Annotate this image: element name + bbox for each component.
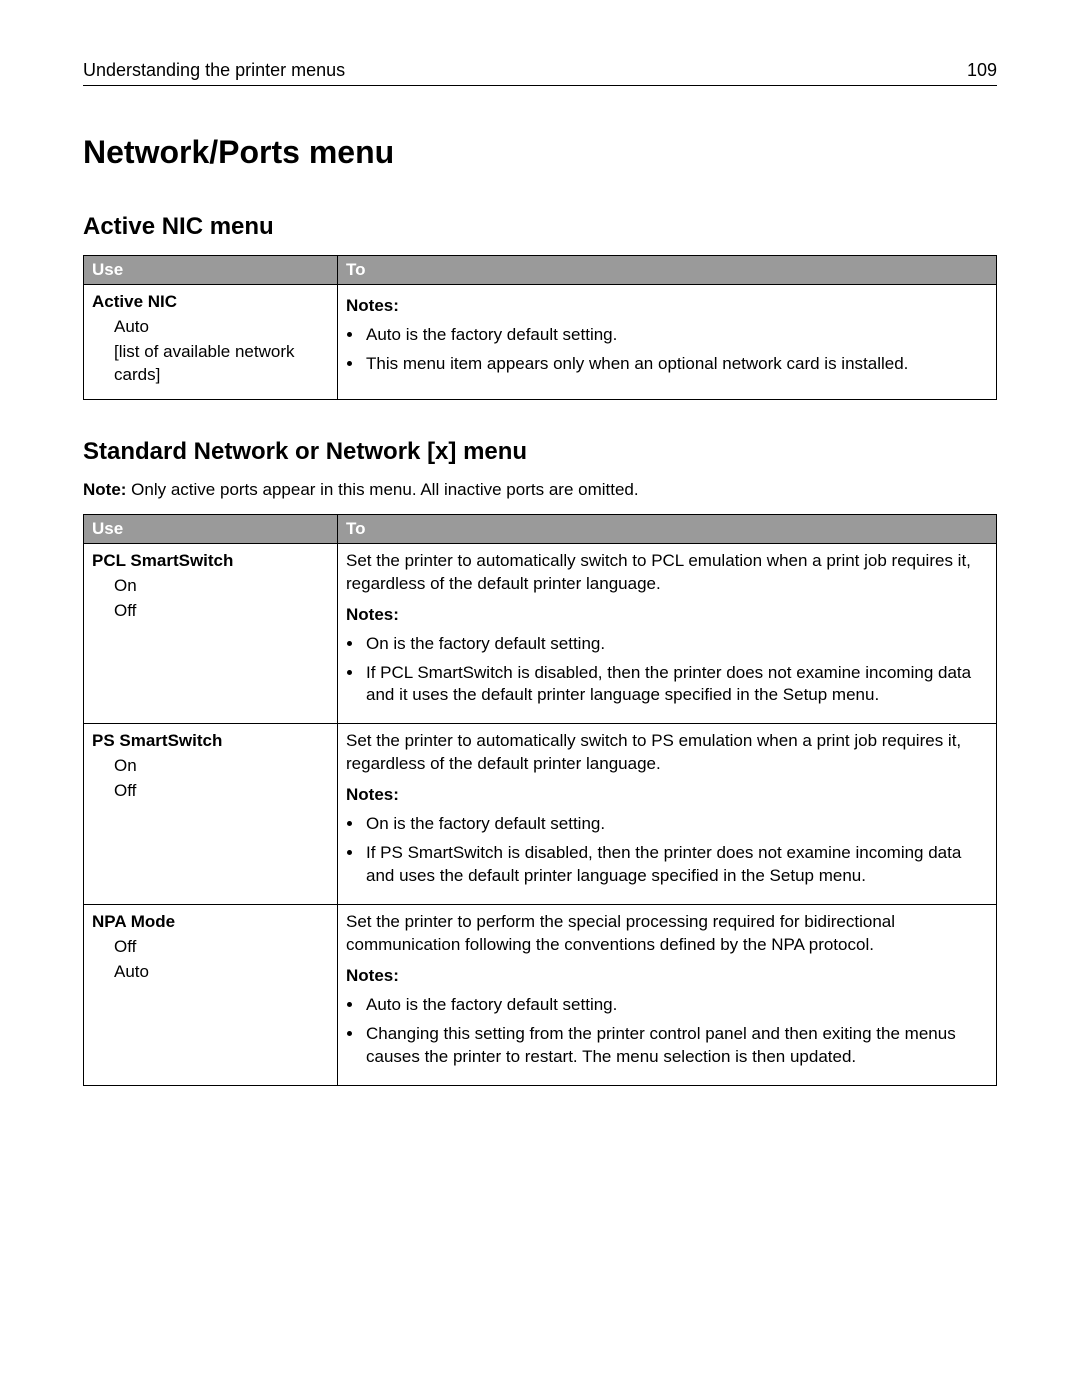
option: [list of available network cards] <box>114 341 329 387</box>
note-item: If PCL SmartSwitch is disabled, then the… <box>364 662 988 708</box>
section-std-network-heading: Standard Network or Network [x] menu <box>83 438 997 466</box>
page-title: Network/Ports menu <box>83 134 997 171</box>
header-left: Understanding the printer menus <box>83 60 345 81</box>
cell-use: PCL SmartSwitch On Off <box>84 543 338 724</box>
option: On <box>114 755 329 778</box>
notes-label: Notes: <box>346 295 988 318</box>
setting-options: On Off <box>114 575 329 623</box>
setting-name: NPA Mode <box>92 911 329 934</box>
active-nic-table: Use To Active NIC Auto [list of availabl… <box>83 255 997 400</box>
table-row: Active NIC Auto [list of available netwo… <box>84 285 997 400</box>
note-item: On is the factory default setting. <box>364 633 988 656</box>
option: Auto <box>114 961 329 984</box>
std-network-table: Use To PCL SmartSwitch On Off Set the pr… <box>83 514 997 1086</box>
note-item: This menu item appears only when an opti… <box>364 353 988 376</box>
notes-label: Notes: <box>346 604 988 627</box>
table-header-row: Use To <box>84 256 997 285</box>
cell-use: NPA Mode Off Auto <box>84 905 338 1086</box>
col-header-to: To <box>338 256 997 285</box>
col-header-use: Use <box>84 256 338 285</box>
cell-to: Set the printer to automatically switch … <box>338 724 997 905</box>
section-active-nic-heading: Active NIC menu <box>83 213 997 241</box>
page: Understanding the printer menus 109 Netw… <box>0 0 1080 1164</box>
notes-label: Notes: <box>346 784 988 807</box>
notes-list: On is the factory default setting. If PC… <box>364 633 988 708</box>
note-item: Auto is the factory default setting. <box>364 994 988 1017</box>
option: On <box>114 575 329 598</box>
setting-options: Off Auto <box>114 936 329 984</box>
cell-to: Set the printer to perform the special p… <box>338 905 997 1086</box>
setting-description: Set the printer to automatically switch … <box>346 550 988 596</box>
col-header-to: To <box>338 514 997 543</box>
note-text: Only active ports appear in this menu. A… <box>126 480 638 499</box>
notes-list: Auto is the factory default setting. Thi… <box>364 324 988 376</box>
header-page-number: 109 <box>967 60 997 81</box>
notes-list: On is the factory default setting. If PS… <box>364 813 988 888</box>
setting-description: Set the printer to automatically switch … <box>346 730 988 776</box>
table-row: PS SmartSwitch On Off Set the printer to… <box>84 724 997 905</box>
table-row: PCL SmartSwitch On Off Set the printer t… <box>84 543 997 724</box>
option: Off <box>114 936 329 959</box>
cell-use: PS SmartSwitch On Off <box>84 724 338 905</box>
running-header: Understanding the printer menus 109 <box>83 60 997 86</box>
option: Off <box>114 780 329 803</box>
cell-to: Notes: Auto is the factory default setti… <box>338 285 997 400</box>
option: Auto <box>114 316 329 339</box>
setting-options: Auto [list of available network cards] <box>114 316 329 387</box>
col-header-use: Use <box>84 514 338 543</box>
option: Off <box>114 600 329 623</box>
cell-to: Set the printer to automatically switch … <box>338 543 997 724</box>
table-row: NPA Mode Off Auto Set the printer to per… <box>84 905 997 1086</box>
note-prefix: Note: <box>83 480 126 499</box>
cell-use: Active NIC Auto [list of available netwo… <box>84 285 338 400</box>
note-item: If PS SmartSwitch is disabled, then the … <box>364 842 988 888</box>
note-item: Changing this setting from the printer c… <box>364 1023 988 1069</box>
note-item: On is the factory default setting. <box>364 813 988 836</box>
setting-name: Active NIC <box>92 291 329 314</box>
notes-list: Auto is the factory default setting. Cha… <box>364 994 988 1069</box>
setting-name: PS SmartSwitch <box>92 730 329 753</box>
setting-name: PCL SmartSwitch <box>92 550 329 573</box>
notes-label: Notes: <box>346 965 988 988</box>
table-header-row: Use To <box>84 514 997 543</box>
setting-options: On Off <box>114 755 329 803</box>
note-item: Auto is the factory default setting. <box>364 324 988 347</box>
section-note: Note: Only active ports appear in this m… <box>83 480 997 500</box>
setting-description: Set the printer to perform the special p… <box>346 911 988 957</box>
